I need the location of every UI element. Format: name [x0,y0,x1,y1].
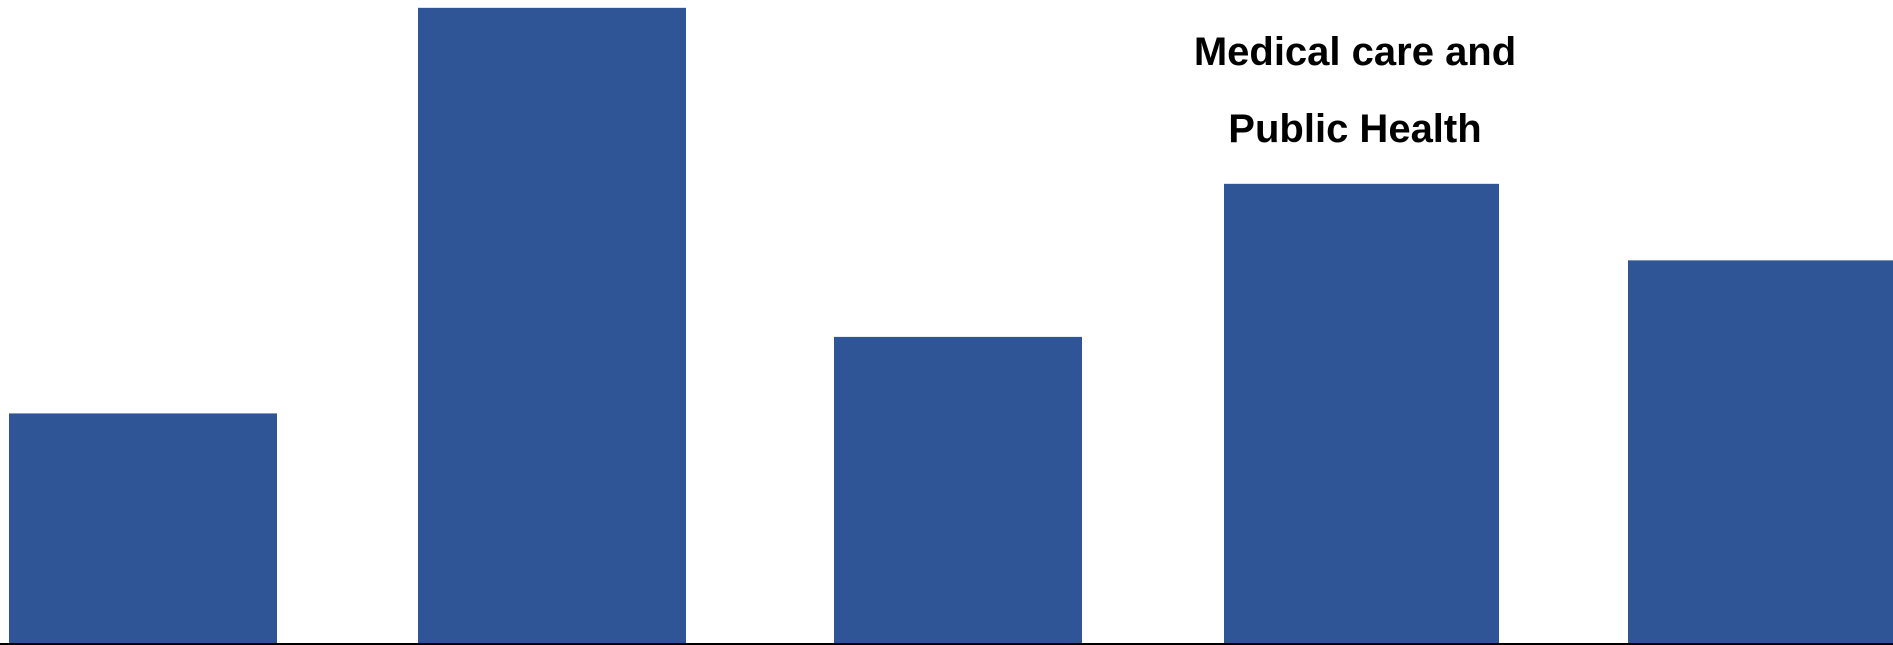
annotation-line-1: Medical care and [1194,30,1516,74]
bar-annotation: Medical care and Public Health [1194,30,1516,151]
bar-4 [1224,183,1499,643]
bar-3 [834,336,1082,643]
bars-group [9,7,1893,643]
annotation-line-2: Public Health [1228,107,1481,151]
bar-5 [1628,260,1893,643]
bar-1 [9,413,277,643]
bar-2 [418,7,686,643]
